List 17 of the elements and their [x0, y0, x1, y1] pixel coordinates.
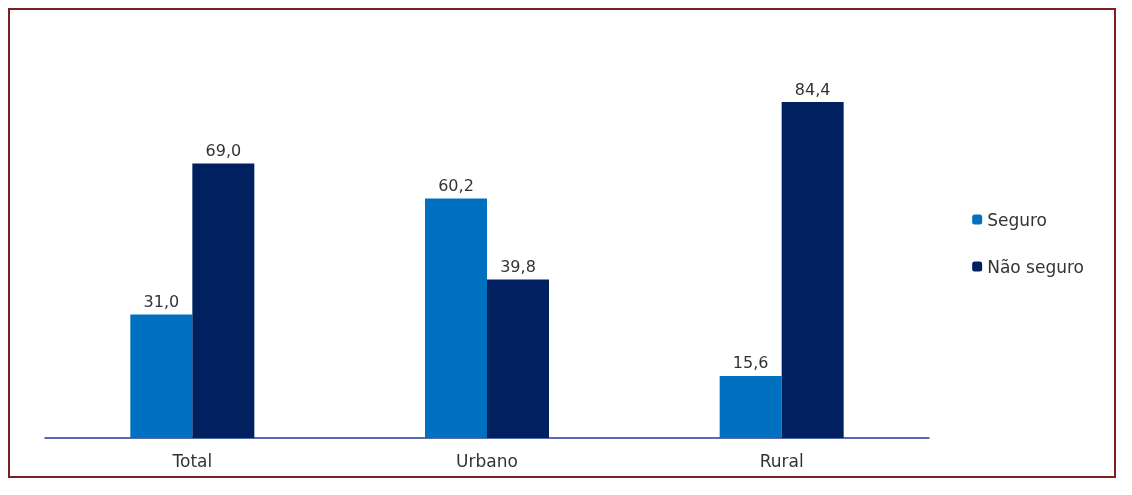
bar [425, 198, 487, 438]
data-label: 69,0 [205, 140, 242, 160]
legend-label: Seguro [987, 209, 1048, 230]
bar [192, 163, 255, 438]
bar [130, 314, 193, 438]
legend-label: Não seguro [987, 256, 1085, 277]
bar [719, 375, 782, 438]
data-label: 39,8 [500, 257, 536, 277]
bar [487, 279, 549, 438]
data-label: 84,4 [794, 79, 831, 99]
data-label: 31,0 [143, 292, 180, 312]
bar [781, 102, 844, 438]
data-label: 15,6 [732, 353, 769, 373]
x-tick-label: Rural [759, 450, 804, 471]
data-label: 60,2 [438, 175, 474, 195]
x-tick-label: Urbano [456, 450, 518, 471]
x-tick-label: Total [171, 450, 213, 471]
